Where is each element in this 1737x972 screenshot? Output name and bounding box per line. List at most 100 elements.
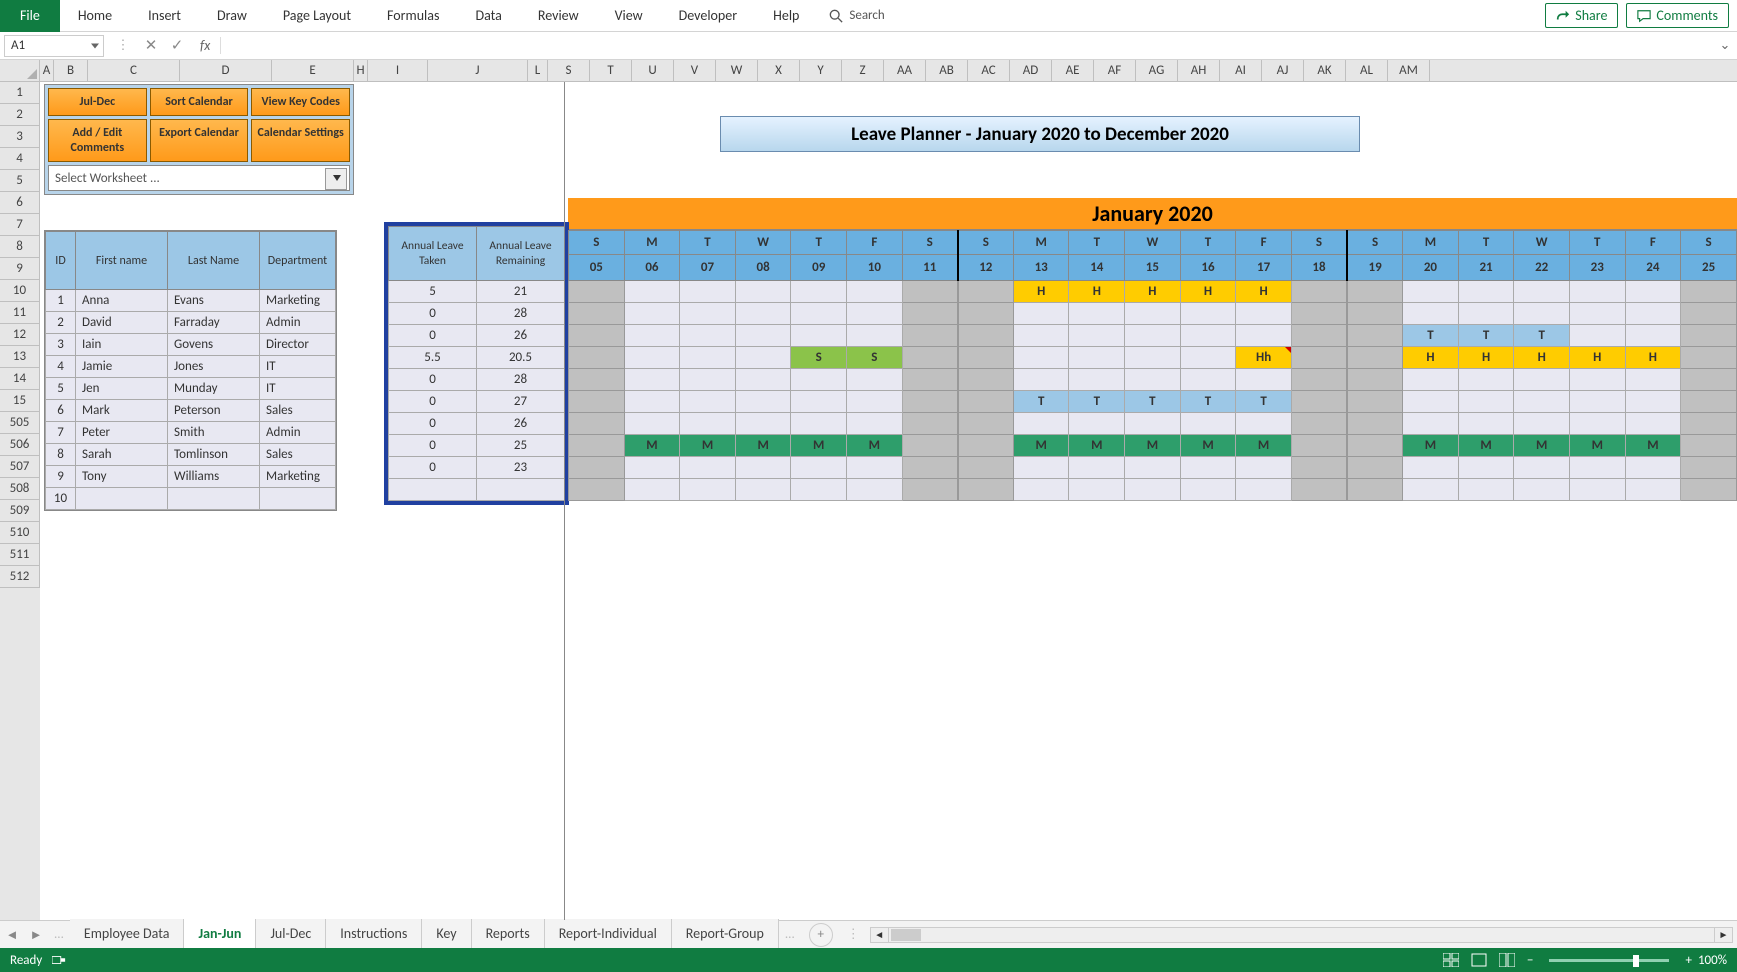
- cal-cell[interactable]: [1125, 325, 1181, 347]
- select-worksheet-dropdown[interactable]: Select Worksheet ...: [48, 165, 350, 191]
- cal-cell[interactable]: [680, 391, 736, 413]
- row-header[interactable]: 1: [0, 82, 40, 104]
- column-header[interactable]: AC: [968, 60, 1010, 81]
- table-row[interactable]: 025: [389, 435, 565, 457]
- emp-cell[interactable]: 1: [46, 290, 76, 312]
- cal-cell[interactable]: [1069, 457, 1125, 479]
- cal-cell[interactable]: [1403, 413, 1459, 435]
- cal-cell[interactable]: [1291, 303, 1347, 325]
- cal-cell[interactable]: [624, 325, 680, 347]
- zoom-in-button[interactable]: +: [1679, 953, 1697, 968]
- cal-cell[interactable]: [680, 457, 736, 479]
- cal-cell[interactable]: [1458, 391, 1514, 413]
- column-header[interactable]: I: [368, 60, 428, 81]
- cal-cell[interactable]: [1681, 303, 1737, 325]
- cal-cell[interactable]: [1347, 347, 1403, 369]
- table-row[interactable]: 7PeterSmithAdmin: [46, 422, 336, 444]
- cal-cell[interactable]: T: [1180, 391, 1236, 413]
- cal-cell[interactable]: [1403, 281, 1459, 303]
- ribbon-tab-page-layout[interactable]: Page Layout: [265, 0, 369, 32]
- column-header[interactable]: T: [590, 60, 632, 81]
- column-header[interactable]: AL: [1346, 60, 1388, 81]
- cal-cell[interactable]: [1514, 479, 1570, 501]
- cal-cell[interactable]: M: [1514, 435, 1570, 457]
- table-row[interactable]: [569, 303, 1737, 325]
- table-row[interactable]: 028: [389, 369, 565, 391]
- cal-cell[interactable]: [1681, 347, 1737, 369]
- row-header[interactable]: 8: [0, 236, 40, 258]
- cal-cell[interactable]: [735, 457, 791, 479]
- emp-cell[interactable]: Tony: [76, 466, 168, 488]
- cal-cell[interactable]: [1514, 303, 1570, 325]
- emp-cell[interactable]: Williams: [168, 466, 260, 488]
- cal-cell[interactable]: [569, 413, 625, 435]
- cal-cell[interactable]: [1291, 281, 1347, 303]
- cal-cell[interactable]: [902, 457, 958, 479]
- cal-cell[interactable]: [1069, 325, 1125, 347]
- zoom-out-button[interactable]: −: [1521, 953, 1539, 968]
- column-header[interactable]: C: [88, 60, 180, 81]
- table-row[interactable]: TTTTT: [569, 391, 1737, 413]
- cal-cell[interactable]: [958, 435, 1014, 457]
- sheet-tab[interactable]: Report-Group: [672, 919, 779, 951]
- scroll-thumb[interactable]: [891, 929, 921, 941]
- cal-cell[interactable]: [735, 347, 791, 369]
- cal-cell[interactable]: [1069, 479, 1125, 501]
- emp-cell[interactable]: Admin: [260, 422, 336, 444]
- sheet-tab[interactable]: Jan-Jun: [184, 919, 256, 951]
- cal-cell[interactable]: [902, 369, 958, 391]
- cal-cell[interactable]: H: [1625, 347, 1681, 369]
- cal-cell[interactable]: [902, 413, 958, 435]
- cal-cell[interactable]: M: [680, 435, 736, 457]
- cal-cell[interactable]: [1403, 479, 1459, 501]
- cal-cell[interactable]: [847, 303, 903, 325]
- emp-cell[interactable]: IT: [260, 378, 336, 400]
- emp-cell[interactable]: Munday: [168, 378, 260, 400]
- cal-cell[interactable]: [1125, 413, 1181, 435]
- table-row[interactable]: 8SarahTomlinsonSales: [46, 444, 336, 466]
- column-header[interactable]: A: [40, 60, 54, 81]
- cal-cell[interactable]: M: [1458, 435, 1514, 457]
- cancel-formula-icon[interactable]: ✕: [138, 36, 164, 55]
- column-header[interactable]: L: [528, 60, 548, 81]
- cal-cell[interactable]: [791, 369, 847, 391]
- table-row[interactable]: 1AnnaEvansMarketing: [46, 290, 336, 312]
- cal-cell[interactable]: [680, 303, 736, 325]
- page-layout-view-button[interactable]: [1466, 950, 1492, 970]
- emp-cell[interactable]: Farraday: [168, 312, 260, 334]
- ribbon-tab-draw[interactable]: Draw: [199, 0, 265, 32]
- cal-cell[interactable]: [1625, 413, 1681, 435]
- emp-cell[interactable]: [260, 488, 336, 510]
- table-row[interactable]: [569, 369, 1737, 391]
- cal-cell[interactable]: [902, 303, 958, 325]
- cal-cell[interactable]: [1403, 391, 1459, 413]
- cal-cell[interactable]: [1013, 347, 1069, 369]
- cal-cell[interactable]: M: [735, 435, 791, 457]
- cal-cell[interactable]: [791, 391, 847, 413]
- row-header[interactable]: 5: [0, 170, 40, 192]
- leave-cell[interactable]: 27: [477, 391, 565, 413]
- cal-cell[interactable]: [1681, 457, 1737, 479]
- cal-cell[interactable]: [958, 347, 1014, 369]
- cal-cell[interactable]: [1681, 479, 1737, 501]
- cal-cell[interactable]: [1625, 303, 1681, 325]
- cal-cell[interactable]: [1013, 457, 1069, 479]
- table-row[interactable]: SSHhHHHHH: [569, 347, 1737, 369]
- leave-cell[interactable]: 23: [477, 457, 565, 479]
- cal-cell[interactable]: T: [1125, 391, 1181, 413]
- cal-cell[interactable]: [624, 369, 680, 391]
- cal-cell[interactable]: [958, 479, 1014, 501]
- cal-cell[interactable]: [569, 303, 625, 325]
- cal-cell[interactable]: [1514, 413, 1570, 435]
- sheet-tab[interactable]: Jul-Dec: [256, 919, 326, 951]
- sheet-tab[interactable]: Key: [422, 919, 471, 951]
- leave-cell[interactable]: [389, 479, 477, 501]
- cal-cell[interactable]: [1625, 457, 1681, 479]
- emp-cell[interactable]: 7: [46, 422, 76, 444]
- cal-cell[interactable]: [1403, 303, 1459, 325]
- row-header[interactable]: 512: [0, 566, 40, 588]
- cal-cell[interactable]: [569, 435, 625, 457]
- sheet-tab[interactable]: Instructions: [326, 919, 422, 951]
- emp-cell[interactable]: 10: [46, 488, 76, 510]
- row-header[interactable]: 2: [0, 104, 40, 126]
